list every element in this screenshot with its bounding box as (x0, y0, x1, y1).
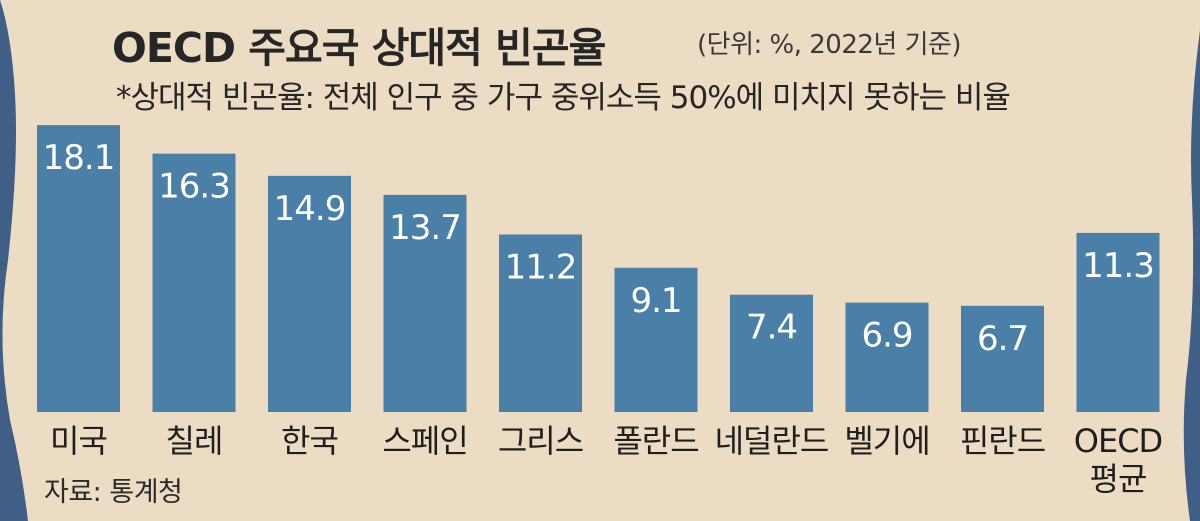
bar-5 (614, 267, 698, 412)
category-label-8: 핀란드 (960, 422, 1045, 460)
category-label-4: 그리스 (498, 422, 583, 460)
bar-0 (37, 125, 120, 413)
category-label-0: 미국 (50, 422, 107, 460)
bar-4 (499, 234, 582, 412)
bar-2 (268, 175, 351, 412)
value-label-0: 18.1 (43, 138, 115, 178)
definition-note: *상대적 빈곤율: 전체 인구 중 가구 중위소득 50%에 미치지 못하는 비… (116, 80, 1011, 116)
category-label-2: 한국 (281, 422, 338, 460)
value-label-9: 11.3 (1082, 246, 1154, 286)
unit-note: (단위: %, 2022년 기준) (697, 30, 962, 60)
bar-8 (961, 305, 1044, 412)
category-label-1: 칠레 (166, 422, 223, 460)
bar-7 (845, 302, 929, 412)
source-note: 자료: 통계청 (44, 477, 183, 508)
value-label-7: 6.9 (861, 316, 912, 356)
category-label-9-0: OECD (1074, 422, 1162, 460)
bar-6 (730, 294, 813, 412)
bar-3 (383, 194, 467, 412)
category-label-6: 네덜란드 (715, 422, 829, 460)
value-label-3: 13.7 (389, 208, 461, 248)
value-label-6: 7.4 (746, 308, 797, 348)
category-label-7: 벨기에 (844, 422, 929, 460)
value-label-4: 11.2 (505, 247, 577, 287)
bar-9 (1076, 232, 1160, 412)
value-label-1: 16.3 (158, 167, 230, 207)
category-label-3: 스페인 (382, 422, 467, 460)
category-label-9-1: 평균 (1090, 460, 1147, 498)
value-label-5: 9.1 (630, 281, 681, 321)
category-label-5: 폴란드 (613, 422, 698, 460)
bar-1 (152, 153, 236, 412)
chart-title: OECD 주요국 상대적 빈곤율 (112, 24, 606, 72)
value-label-8: 6.7 (977, 319, 1028, 359)
value-label-2: 14.9 (274, 189, 346, 229)
